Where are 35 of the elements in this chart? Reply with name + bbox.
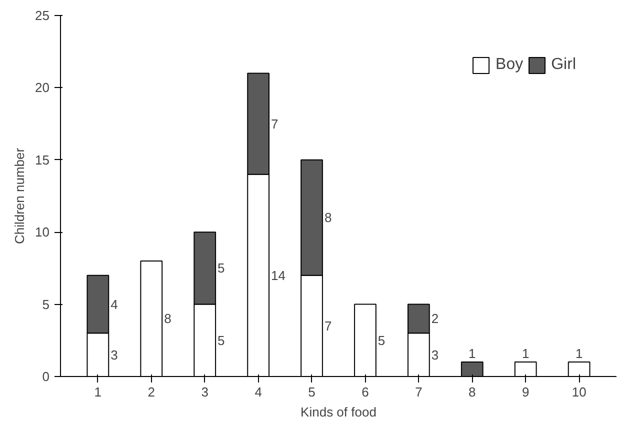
- y-tick-label: 25: [35, 8, 50, 23]
- data-label: 14: [271, 268, 286, 283]
- y-tick-label: 5: [42, 296, 50, 312]
- data-label: 1: [575, 346, 583, 362]
- data-label: 5: [378, 332, 386, 348]
- y-tick-label: 10: [35, 224, 50, 240]
- x-tick-label: 7: [415, 384, 422, 400]
- data-label: 1: [522, 346, 530, 362]
- x-axis-title: Kinds of food: [300, 404, 376, 420]
- x-tick-label: 6: [362, 384, 369, 400]
- x-tick-label: 8: [468, 384, 476, 400]
- y-tick-label: 15: [35, 152, 50, 168]
- x-tick-label: 5: [308, 384, 316, 400]
- data-label: 2: [431, 311, 439, 326]
- x-tick-label: 9: [522, 384, 530, 400]
- x-tick-label: 2: [148, 384, 156, 400]
- data-label: 8: [164, 311, 172, 326]
- data-label: 7: [271, 116, 278, 132]
- data-label: 5: [218, 332, 225, 348]
- data-label: 1: [468, 346, 476, 362]
- y-tick-label: 0: [42, 369, 50, 384]
- x-tick-label: 10: [572, 384, 586, 400]
- y-tick-label: 20: [35, 80, 50, 96]
- x-tick-label: 3: [201, 384, 208, 400]
- data-label: 4: [110, 296, 118, 312]
- x-tick-label: 1: [94, 384, 102, 400]
- legend-label: Girl: [551, 56, 576, 74]
- data-label: 7: [324, 318, 332, 334]
- data-label: 3: [110, 347, 118, 362]
- x-tick-label: 4: [254, 384, 262, 400]
- data-label: 8: [324, 210, 332, 226]
- legend-label: Boy: [496, 56, 524, 74]
- data-label: 3: [431, 347, 439, 362]
- data-label: 5: [218, 260, 225, 276]
- y-axis-title: Children number: [12, 147, 28, 244]
